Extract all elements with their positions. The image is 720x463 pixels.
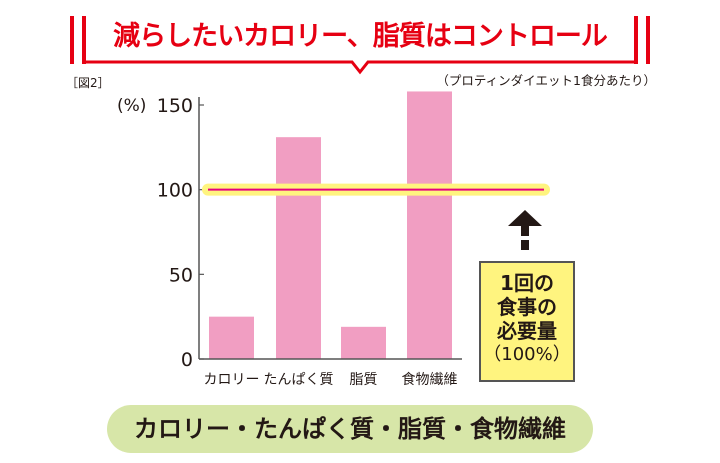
y-tick-label: 150 <box>157 95 193 117</box>
y-tick-label: 100 <box>157 180 193 202</box>
figure-label: ［図2］ <box>66 76 110 90</box>
x-tick-label: たんぱく質 <box>264 372 334 388</box>
bar-0 <box>209 316 254 359</box>
y-axis-unit: (%) <box>117 96 146 116</box>
y-tick-label: 50 <box>169 264 193 286</box>
frame-bar-left-outer <box>70 16 74 64</box>
bottom-label: カロリー・たんぱく質・脂質・食物繊維 <box>107 405 593 453</box>
frame-bar-left-inner <box>82 16 86 64</box>
chart-note: （プロティンダイエット1食分あたり） <box>436 73 656 88</box>
legend-line: 食事の <box>497 295 557 319</box>
page-title: 減らしたいカロリー、脂質はコントロール <box>113 21 608 52</box>
bar-2 <box>341 326 386 359</box>
x-tick-label: 食物繊維 <box>402 371 458 388</box>
frame-bar-right-outer <box>646 16 650 64</box>
frame-bar-right-inner <box>634 16 638 64</box>
bar-1 <box>276 137 321 359</box>
legend-line: 1回の <box>500 271 554 295</box>
reference-legend-box: 1回の 食事の 必要量 （100%） <box>479 261 575 382</box>
y-tick-label: 0 <box>181 349 193 371</box>
bar-3 <box>407 91 452 359</box>
legend-value: （100%） <box>483 344 571 365</box>
arrow-up-icon <box>508 210 542 250</box>
frame-underline-pointer <box>84 60 636 75</box>
x-tick-label: 脂質 <box>350 372 378 388</box>
x-tick-label: カロリー <box>204 372 260 388</box>
legend-line: 必要量 <box>497 319 557 343</box>
